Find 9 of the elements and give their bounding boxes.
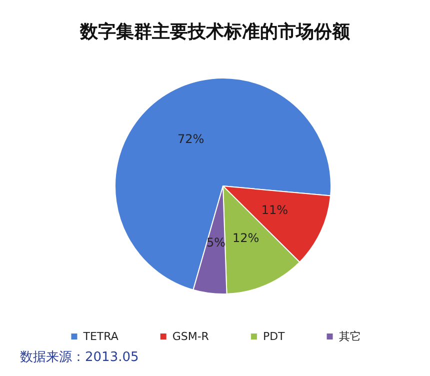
legend-label: PDT — [262, 330, 286, 343]
data-label: 11% — [261, 203, 288, 218]
legend-label: 其它 — [338, 330, 361, 343]
source-note: 数据来源：2013.05 — [20, 350, 139, 365]
data-label: 72% — [177, 132, 204, 146]
legend-label: GSM-R — [172, 330, 210, 343]
data-label: 12% — [232, 231, 260, 246]
legend-label: TETRA — [82, 330, 119, 343]
chart-title: 数字集群主要技术标准的市场份额 — [79, 22, 351, 42]
